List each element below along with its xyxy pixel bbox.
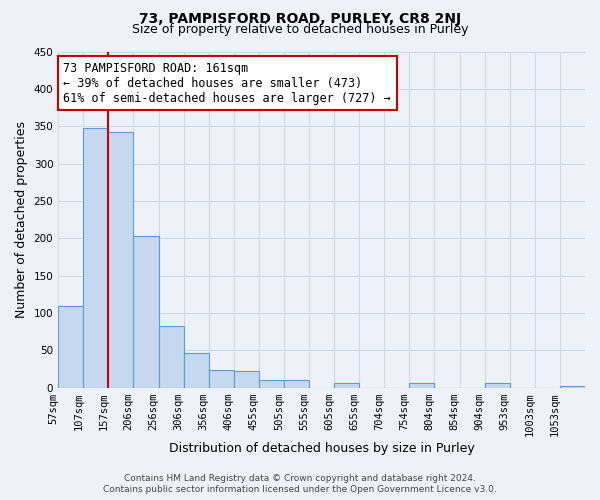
Text: Size of property relative to detached houses in Purley: Size of property relative to detached ho… <box>132 22 468 36</box>
Bar <box>158 326 184 388</box>
Bar <box>334 382 359 388</box>
Bar <box>83 128 109 388</box>
Bar <box>109 132 133 388</box>
Bar <box>485 382 510 388</box>
Bar <box>133 236 158 388</box>
Text: 73, PAMPISFORD ROAD, PURLEY, CR8 2NJ: 73, PAMPISFORD ROAD, PURLEY, CR8 2NJ <box>139 12 461 26</box>
Bar <box>560 386 585 388</box>
Bar <box>184 354 209 388</box>
Bar <box>209 370 234 388</box>
X-axis label: Distribution of detached houses by size in Purley: Distribution of detached houses by size … <box>169 442 475 455</box>
Text: Contains HM Land Registry data © Crown copyright and database right 2024.
Contai: Contains HM Land Registry data © Crown c… <box>103 474 497 494</box>
Bar <box>58 306 83 388</box>
Bar <box>234 372 259 388</box>
Bar <box>284 380 309 388</box>
Bar <box>259 380 284 388</box>
Bar <box>409 384 434 388</box>
Y-axis label: Number of detached properties: Number of detached properties <box>15 121 28 318</box>
Text: 73 PAMPISFORD ROAD: 161sqm
← 39% of detached houses are smaller (473)
61% of sem: 73 PAMPISFORD ROAD: 161sqm ← 39% of deta… <box>64 62 391 104</box>
